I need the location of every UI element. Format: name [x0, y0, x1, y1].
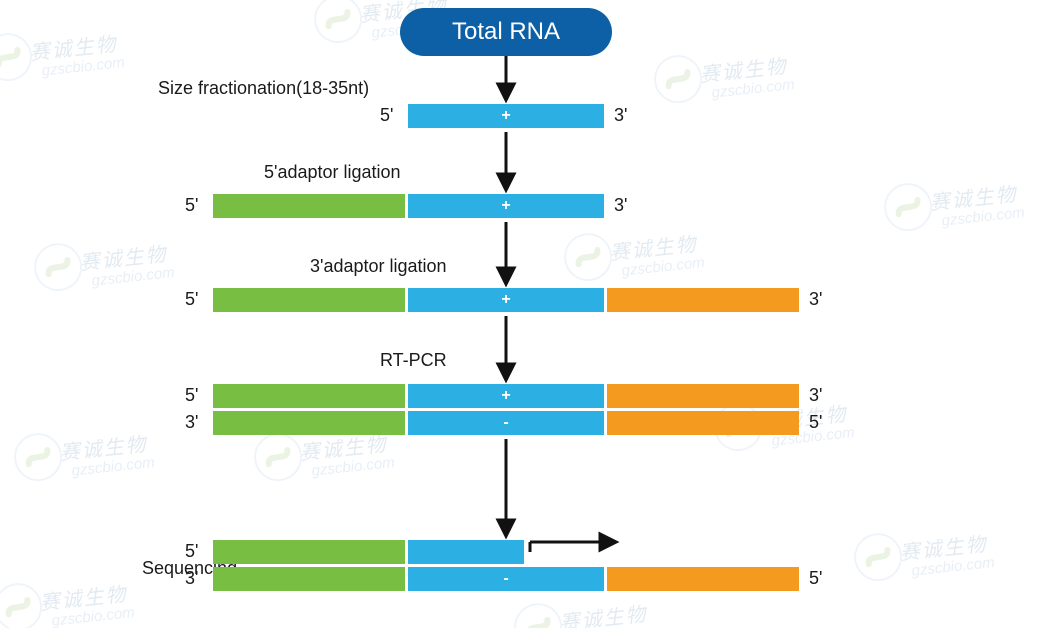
- seg-6-1-blue: -: [408, 567, 604, 591]
- seg-3-2-orange: [607, 384, 799, 408]
- seg-2-1-blue: +: [408, 288, 604, 312]
- seg-4-0-green: [213, 411, 405, 435]
- end-right-3: 3': [809, 385, 822, 406]
- end-right-2: 3': [809, 289, 822, 310]
- watermark: 赛诚生物gzscbio.com: [698, 45, 832, 102]
- step-label-3: RT-PCR: [380, 350, 447, 371]
- end-left-4: 3': [185, 412, 198, 433]
- seg-2-0-green: [213, 288, 405, 312]
- seg-5-1-blue: [408, 540, 524, 564]
- end-left-1: 5': [185, 195, 198, 216]
- seg-1-0-green: [213, 194, 405, 218]
- end-left-0: 5': [380, 105, 393, 126]
- watermark: 赛诚生物gzscbio.com: [558, 593, 692, 628]
- watermark: 赛诚生物gzscbio.com: [28, 23, 162, 80]
- end-left-3: 5': [185, 385, 198, 406]
- arrows-layer: [0, 0, 1040, 628]
- watermark: 赛诚生物gzscbio.com: [78, 233, 212, 290]
- step-label-2: 3'adaptor ligation: [310, 256, 447, 277]
- seg-3-1-blue: +: [408, 384, 604, 408]
- step-label-0: Size fractionation(18-35nt): [158, 78, 369, 99]
- seg-5-0-green: [213, 540, 405, 564]
- seg-6-0-green: [213, 567, 405, 591]
- seg-0-0-blue: +: [408, 104, 604, 128]
- watermark: 赛诚生物gzscbio.com: [898, 523, 1032, 580]
- end-right-4: 5': [809, 412, 822, 433]
- title-pill: Total RNA: [400, 8, 612, 56]
- watermark: 赛诚生物gzscbio.com: [608, 223, 742, 280]
- seg-6-2-orange: [607, 567, 799, 591]
- end-right-6: 5': [809, 568, 822, 589]
- end-left-5: 5': [185, 541, 198, 562]
- end-left-2: 5': [185, 289, 198, 310]
- end-right-1: 3': [614, 195, 627, 216]
- watermark: 赛诚生物gzscbio.com: [928, 173, 1040, 230]
- seg-3-0-green: [213, 384, 405, 408]
- step-label-1: 5'adaptor ligation: [264, 162, 401, 183]
- end-right-0: 3': [614, 105, 627, 126]
- diagram-stage: 赛诚生物gzscbio.com 赛诚生物gzscbio.com 赛诚生物gzscbi…: [0, 0, 1040, 628]
- seg-4-2-orange: [607, 411, 799, 435]
- seg-2-2-orange: [607, 288, 799, 312]
- seg-4-1-blue: -: [408, 411, 604, 435]
- end-left-6: 3': [185, 568, 198, 589]
- watermark: 赛诚生物gzscbio.com: [58, 423, 192, 480]
- watermark: 赛诚生物gzscbio.com: [38, 573, 172, 628]
- seg-1-1-blue: +: [408, 194, 604, 218]
